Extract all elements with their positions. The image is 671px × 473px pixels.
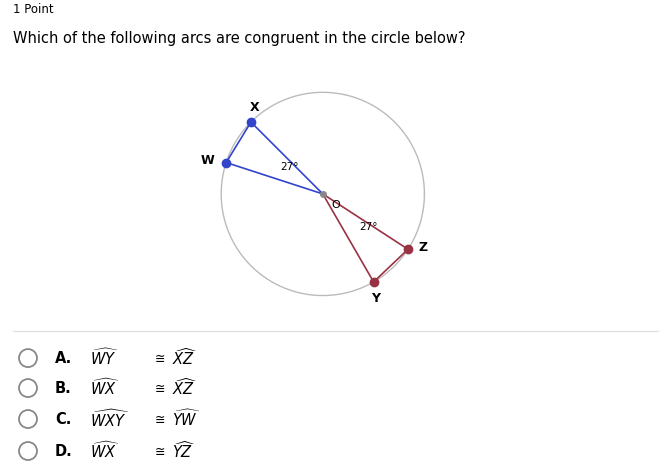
Text: $\widehat{YZ}$: $\widehat{YZ}$ — [172, 441, 195, 462]
Text: X: X — [250, 101, 260, 114]
Text: $\cong$: $\cong$ — [152, 445, 166, 457]
Text: A.: A. — [55, 350, 72, 366]
Text: $\widehat{WY}$: $\widehat{WY}$ — [90, 348, 118, 368]
Text: $\widehat{XZ}$: $\widehat{XZ}$ — [172, 377, 197, 398]
Text: $\cong$: $\cong$ — [152, 412, 166, 426]
Text: $\widehat{WX}$: $\widehat{WX}$ — [90, 441, 119, 461]
Text: W: W — [200, 154, 214, 167]
Text: $\widehat{XZ}$: $\widehat{XZ}$ — [172, 348, 197, 368]
Text: Y: Y — [371, 292, 380, 305]
Text: O: O — [331, 200, 340, 210]
Text: D.: D. — [55, 444, 72, 458]
Text: $\widehat{WX}$: $\widehat{WX}$ — [90, 378, 119, 398]
Text: $\widehat{WXY}$: $\widehat{WXY}$ — [90, 408, 130, 429]
Text: B.: B. — [55, 381, 72, 395]
Text: Z: Z — [418, 241, 427, 254]
Text: 1 Point: 1 Point — [13, 3, 54, 16]
Text: $\cong$: $\cong$ — [152, 382, 166, 394]
Text: 27°: 27° — [360, 222, 378, 232]
Text: 27°: 27° — [280, 162, 299, 172]
Text: $\widehat{YW}$: $\widehat{YW}$ — [172, 409, 200, 429]
Text: $\cong$: $\cong$ — [152, 351, 166, 365]
Text: Which of the following arcs are congruent in the circle below?: Which of the following arcs are congruen… — [13, 31, 466, 46]
Text: C.: C. — [55, 412, 71, 427]
